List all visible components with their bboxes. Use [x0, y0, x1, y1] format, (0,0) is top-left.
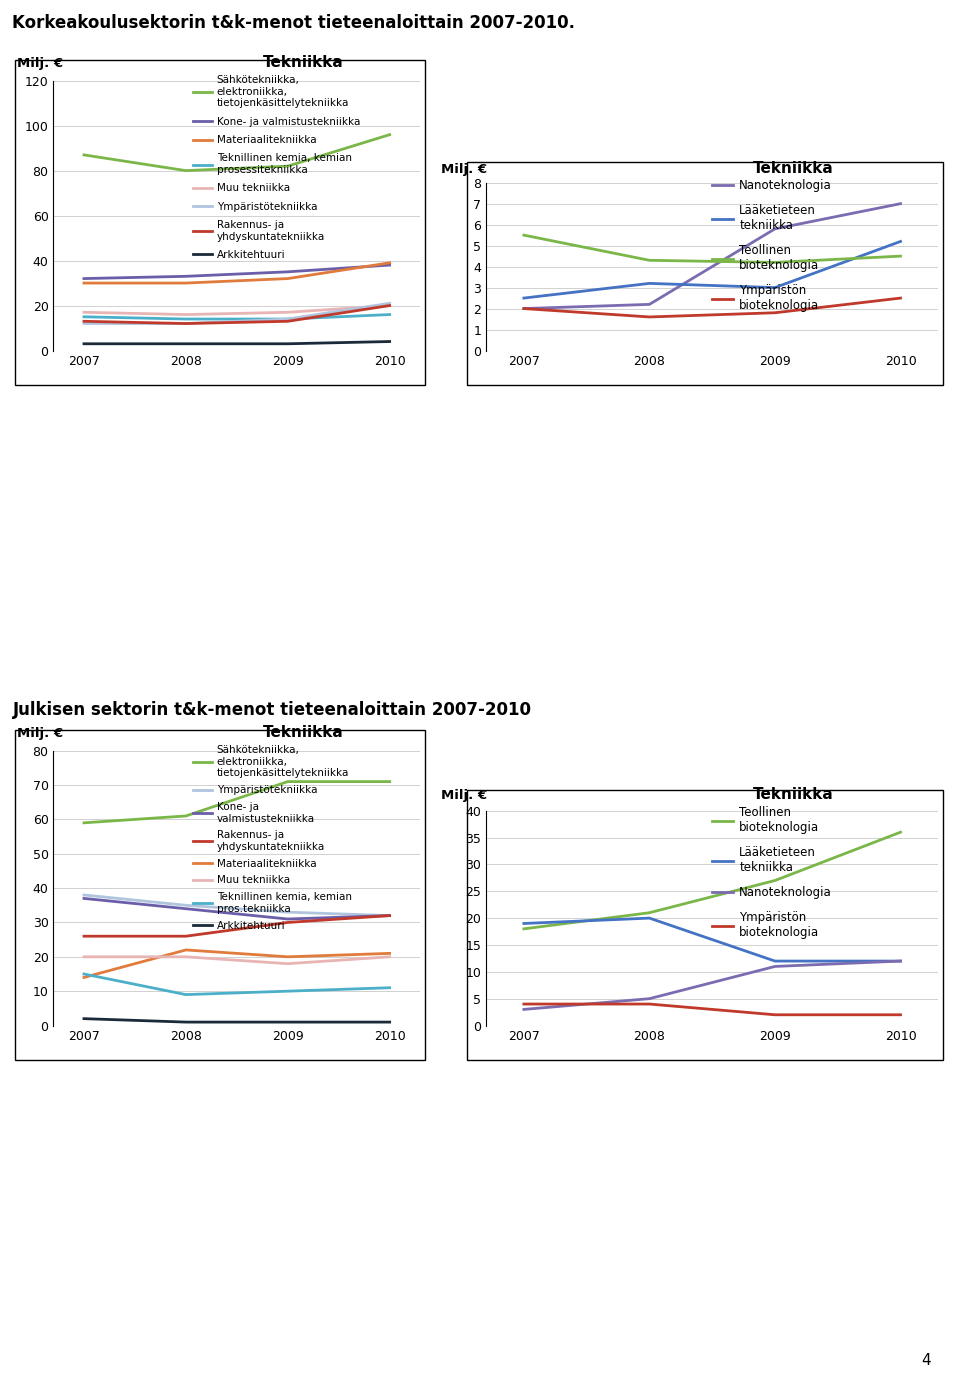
Text: Tekniikka: Tekniikka	[754, 787, 834, 803]
Text: Tekniikka: Tekniikka	[262, 55, 343, 70]
Text: Milj. €: Milj. €	[441, 163, 487, 177]
Text: Milj. €: Milj. €	[441, 789, 487, 803]
Text: Milj. €: Milj. €	[16, 727, 62, 739]
Legend: Teollinen
bioteknologia, Lääketieteen
tekniikka, Nanoteknologia, Ympäristön
biot: Teollinen bioteknologia, Lääketieteen te…	[712, 807, 832, 939]
Legend: Sähkötekniikka,
elektroniikka,
tietojenkäsittelytekniikka, Kone- ja valmistustek: Sähkötekniikka, elektroniikka, tietojenk…	[193, 76, 360, 261]
Text: Tekniikka: Tekniikka	[262, 725, 343, 739]
Text: Milj. €: Milj. €	[16, 57, 62, 70]
Text: 4: 4	[922, 1353, 931, 1368]
Text: Julkisen sektorin t&k-menot tieteenaloittain 2007-2010: Julkisen sektorin t&k-menot tieteenaloit…	[12, 701, 532, 718]
Legend: Sähkötekniikka,
elektroniikka,
tietojenkäsittelytekniikka, Ympäristötekniikka, K: Sähkötekniikka, elektroniikka, tietojenk…	[193, 745, 351, 931]
Text: Korkeakoulusektorin t&k-menot tieteenaloittain 2007-2010.: Korkeakoulusektorin t&k-menot tieteenalo…	[12, 14, 575, 32]
Legend: Nanoteknologia, Lääketieteen
tekniikka, Teollinen
bioteknologia, Ympäristön
biot: Nanoteknologia, Lääketieteen tekniikka, …	[712, 179, 832, 312]
Text: Tekniikka: Tekniikka	[754, 161, 834, 177]
